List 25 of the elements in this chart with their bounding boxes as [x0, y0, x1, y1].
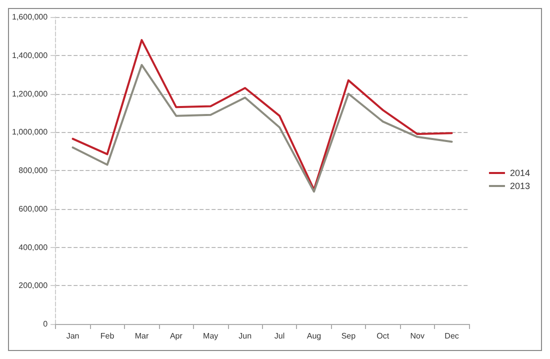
x-tick-label: Apr [170, 332, 183, 340]
y-tick-label: 600,000 [18, 204, 48, 214]
x-tick-label: Sep [341, 332, 356, 340]
x-tick-label: Jul [274, 332, 285, 340]
y-tick-label: 1,200,000 [12, 89, 48, 98]
x-tick-label: Jan [66, 332, 80, 340]
y-tick-label: 1,400,000 [12, 50, 48, 60]
x-tick-label: May [203, 332, 218, 340]
y-tick-label: 1,600,000 [12, 12, 48, 22]
x-tick-label: Jun [238, 332, 252, 340]
y-tick-label: 400,000 [18, 242, 48, 252]
y-tick-label: 0 [43, 320, 48, 328]
legend-label: 2013 [510, 181, 530, 191]
line-series [72, 64, 453, 193]
x-tick-label: Dec [444, 332, 459, 340]
y-tick-label: 200,000 [18, 281, 48, 290]
line-series [72, 39, 453, 191]
y-tick-label: 1,000,000 [12, 128, 48, 137]
x-tick-label: Oct [376, 332, 390, 340]
x-tick-label: Nov [410, 332, 424, 340]
y-tick-label: 800,000 [18, 166, 48, 175]
x-tick-label: Mar [134, 332, 149, 340]
x-tick-label: Aug [306, 332, 322, 340]
x-tick-label: Feb [100, 332, 115, 340]
legend-label: 2014 [510, 168, 530, 178]
